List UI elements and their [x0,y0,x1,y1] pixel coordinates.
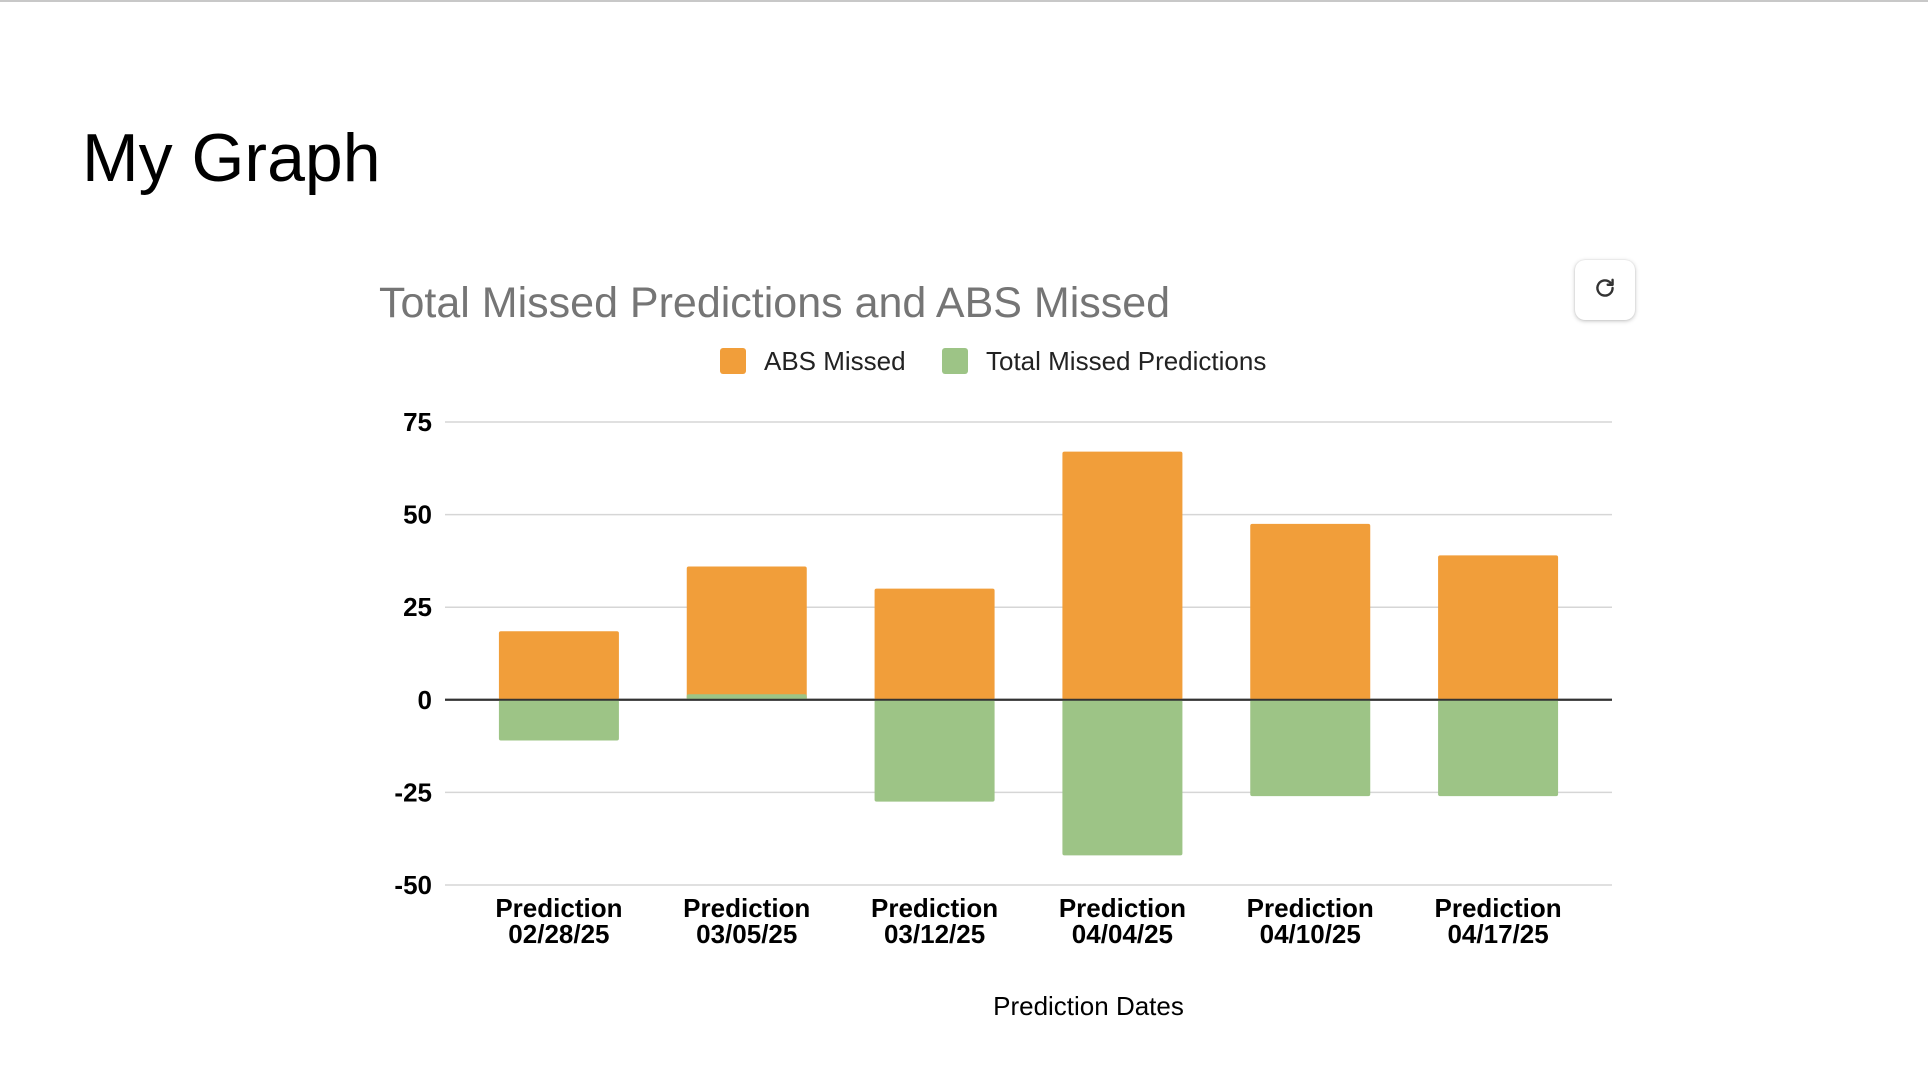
bar-abs-missed-2 [874,588,995,700]
y-tick-label: -25 [394,777,432,807]
page-title: My Graph [82,120,381,196]
bar-total-missed-1 [686,694,807,700]
bar-total-missed-4 [1250,699,1371,797]
x-axis-label: Prediction Dates [993,991,1184,1021]
x-tick-label: Prediction [495,893,622,923]
bar-abs-missed-1 [686,566,807,700]
bar-abs-missed-5 [1438,555,1559,700]
x-tick-label: Prediction [1435,893,1562,923]
x-tick-label: Prediction [683,893,810,923]
legend-swatch-1 [942,348,968,374]
bar-abs-missed-4 [1250,523,1371,700]
bar-total-missed-0 [498,699,619,741]
x-tick-label: 03/05/25 [696,919,797,949]
refresh-button[interactable] [1575,260,1635,320]
x-tick-label: Prediction [871,893,998,923]
legend-label-1: Total Missed Predictions [986,346,1266,376]
y-tick-label: 0 [418,685,432,715]
x-tick-label: 02/28/25 [508,919,609,949]
y-tick-label: 50 [403,500,432,530]
legend-label-0: ABS Missed [764,346,906,376]
bar-abs-missed-3 [1062,451,1183,700]
x-tick-label: Prediction [1247,893,1374,923]
x-tick-label: Prediction [1059,893,1186,923]
refresh-icon [1592,275,1618,306]
y-tick-label: 75 [403,407,432,437]
y-tick-label: 25 [403,592,432,622]
x-tick-label: 04/17/25 [1447,919,1548,949]
bar-total-missed-5 [1438,699,1559,797]
bar-total-missed-3 [1062,699,1183,856]
x-tick-label: 04/10/25 [1260,919,1361,949]
chart-svg: Total Missed Predictions and ABS Missed A… [379,279,1612,1021]
chart-container: Total Missed Predictions and ABS Missed A… [340,255,1660,1035]
y-tick-label: -50 [394,870,432,900]
bar-total-missed-2 [874,699,995,802]
chart-title: Total Missed Predictions and ABS Missed [379,279,1170,327]
legend-swatch-0 [720,348,746,374]
bar-abs-missed-0 [498,631,619,700]
top-border [0,0,1928,2]
x-tick-label: 04/04/25 [1072,919,1173,949]
x-tick-label: 03/12/25 [884,919,985,949]
